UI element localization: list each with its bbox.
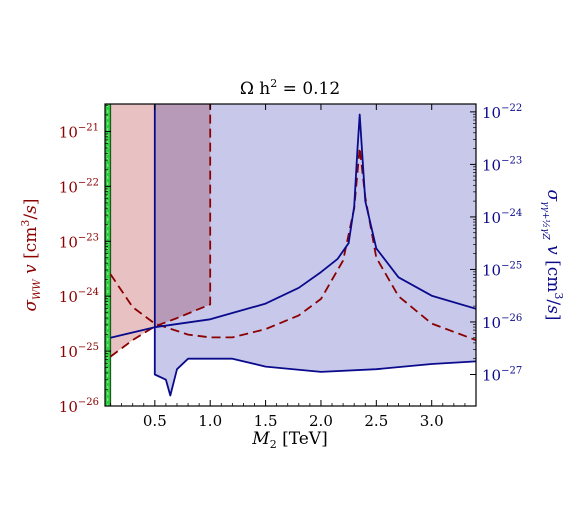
- right-tick-label: 10−27: [482, 365, 522, 384]
- left-tick-label: 10−21: [59, 122, 99, 141]
- series-line-ww-relic-curve: [109, 147, 476, 341]
- x-tick-label: 0.5: [143, 412, 167, 430]
- right-tick-label: 10−23: [482, 155, 522, 174]
- x-tick-label: 1.0: [198, 412, 222, 430]
- left-tick-label: 10−23: [59, 232, 99, 251]
- series-curves: [109, 104, 476, 397]
- right-tick-label: 10−22: [482, 103, 522, 122]
- left-tick-label: 10−22: [59, 177, 99, 196]
- x-tick-label: 3.0: [420, 412, 444, 430]
- right-tick-label: 10−26: [482, 313, 522, 332]
- left-tick-label: 10−26: [59, 397, 99, 416]
- right-tick-label: 10−25: [482, 260, 522, 279]
- chart-title: Ω h2 = 0.12: [240, 77, 340, 99]
- series-line-gamma-exclusion-boundary: [153, 104, 476, 397]
- plot-frame: [104, 103, 477, 407]
- axis-ticks: 0.5 1.0 1.5 2.0 2.5 3.0 10−26 10−25 10−24 10−23 10…: [59, 103, 522, 430]
- series-line-gamma-relic-curve: [110, 113, 476, 339]
- y-axis-label-right: σγγ+½γZ v [cm3/s]: [540, 189, 565, 320]
- gamma-excluded-region: [154, 104, 476, 396]
- right-tick-label: 10−24: [482, 208, 522, 227]
- overlap-excluded-region: [154, 104, 211, 327]
- left-tick-label: 10−25: [59, 342, 99, 361]
- x-tick-label: 1.5: [254, 412, 278, 430]
- x-axis-label: M2 [TeV]: [251, 429, 327, 451]
- x-tick-label: 2.5: [364, 412, 388, 430]
- x-tick-label: 2.0: [309, 412, 333, 430]
- left-tick-label: 10−24: [59, 287, 99, 306]
- fill-regions: [105, 104, 476, 406]
- series-line-ww-exclusion-boundary: [109, 104, 212, 358]
- y-axis-label-left: σWW v [cm3/s]: [19, 199, 43, 312]
